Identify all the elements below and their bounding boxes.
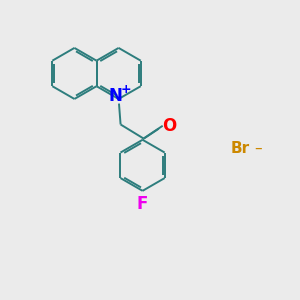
Text: –: – [254,140,262,155]
Text: O: O [162,117,177,135]
Text: +: + [120,82,131,96]
Text: Br: Br [231,140,250,155]
Text: N: N [109,87,123,105]
Text: F: F [137,195,148,213]
